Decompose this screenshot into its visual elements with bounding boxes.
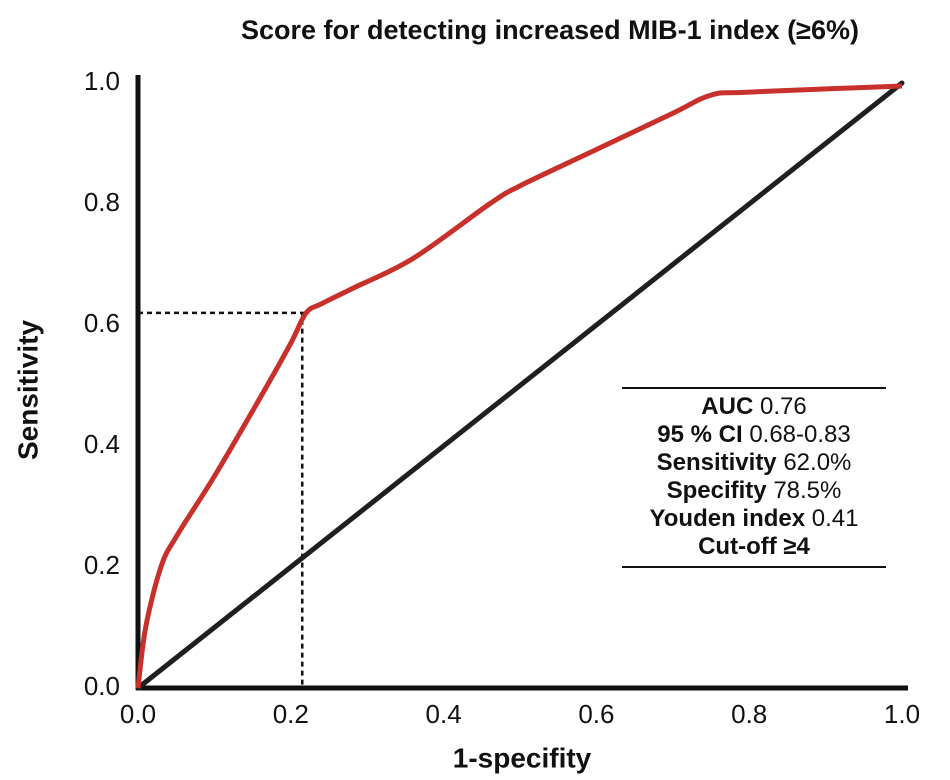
stats-line: AUC 0.76 [701,393,806,420]
stats-label: Youden index [650,505,806,532]
stats-label: AUC [701,393,753,420]
y-tick-label: 1.0 [84,66,120,96]
stats-line: Youden index 0.41 [650,505,859,532]
x-tick-label: 0.4 [426,699,462,729]
stats-value: 0.68-0.83 [749,421,850,448]
stats-line: Sensitivity 62.0% [657,449,852,476]
y-tick-label: 0.6 [84,308,120,338]
reference-line [135,80,905,691]
y-tick-label: 0.4 [84,429,120,459]
stats-value: 78.5% [773,477,841,504]
stats-label: Specifity [667,477,768,504]
stats-line: Cut-off ≥4 [698,533,810,560]
stats-value: 0.76 [760,393,807,420]
x-tick-label: 1.0 [884,699,920,729]
x-tick-label: 0.2 [273,699,309,729]
y-tick-label: 0.8 [84,187,120,217]
stats-label: Sensitivity [657,449,778,476]
x-tick-label: 0.8 [731,699,767,729]
y-tick-label: 0.2 [84,550,120,580]
stats-value: 62.0% [783,449,851,476]
stats-value: 0.41 [812,505,859,532]
stats-label: 95 % CI [657,421,742,448]
chart-title: Score for detecting increased MIB-1 inde… [241,15,859,45]
x-tick-label: 0.0 [120,699,156,729]
roc-curve [135,83,903,689]
x-axis-label: 1-specifity [453,742,592,773]
x-tick-label: 0.6 [578,699,614,729]
cutoff-guide [138,311,304,688]
stats-line: Specifity 78.5% [667,477,842,504]
stats-label: Cut-off ≥4 [698,533,810,560]
y-axis-label: Sensitivity [12,320,43,460]
y-tick-label: 0.0 [84,671,120,701]
stats-line: 95 % CI 0.68-0.83 [657,421,850,448]
